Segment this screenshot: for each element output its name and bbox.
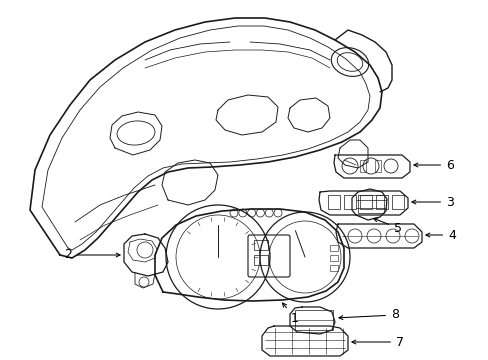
Text: 8: 8 bbox=[338, 309, 398, 321]
Bar bbox=[294, 310, 332, 330]
Bar bbox=[359, 195, 371, 209]
Bar bbox=[375, 195, 387, 209]
Bar bbox=[374, 160, 380, 172]
Text: 5: 5 bbox=[373, 218, 401, 234]
Bar bbox=[253, 240, 267, 250]
Text: 7: 7 bbox=[351, 336, 403, 348]
Bar bbox=[359, 160, 365, 172]
Bar bbox=[329, 245, 337, 251]
Bar bbox=[357, 195, 383, 213]
Text: 3: 3 bbox=[411, 195, 453, 208]
Text: 6: 6 bbox=[413, 158, 453, 171]
Bar bbox=[329, 255, 337, 261]
Text: 2: 2 bbox=[64, 248, 120, 261]
Text: 1: 1 bbox=[282, 303, 298, 324]
Bar bbox=[327, 195, 339, 209]
Bar bbox=[329, 265, 337, 271]
Bar bbox=[391, 195, 403, 209]
Bar bbox=[253, 255, 267, 265]
Text: 4: 4 bbox=[425, 229, 455, 242]
Bar bbox=[343, 195, 355, 209]
